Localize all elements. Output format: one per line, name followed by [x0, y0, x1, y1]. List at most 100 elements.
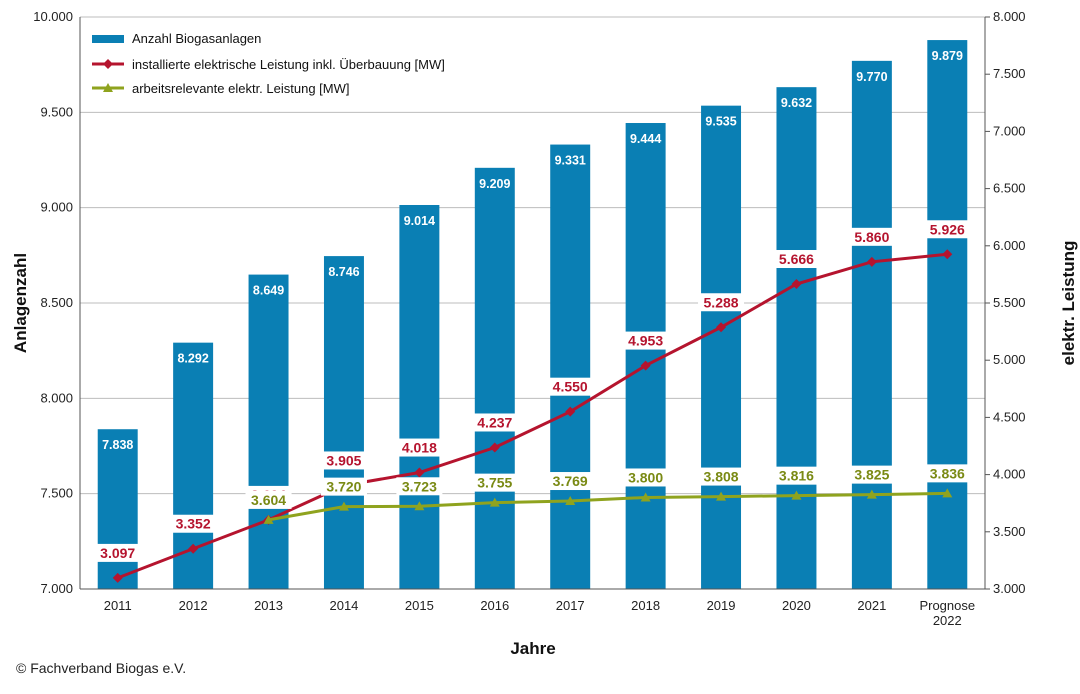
y2-axis-title: elektr. Leistung: [1059, 241, 1078, 366]
data-label-bg: [924, 464, 971, 483]
x-tick-label: Prognose 2022: [919, 598, 975, 628]
data-label: 3.097: [100, 545, 135, 561]
legend-label: installierte elektrische Leistung inkl. …: [132, 57, 445, 72]
y2-tick-label: 7.000: [993, 123, 1026, 138]
y-tick-label: 9.000: [40, 200, 73, 215]
data-point: [565, 406, 576, 417]
y-tick-label: 7.500: [40, 486, 73, 501]
bar: [927, 40, 968, 589]
data-label: 4.550: [553, 379, 588, 395]
bar: [248, 274, 289, 589]
lines: [112, 249, 953, 583]
x-tick-label: 2011: [104, 598, 132, 613]
y2-tick-label: 4.500: [993, 409, 1026, 424]
copyright-notice: © Fachverband Biogas e.V.: [16, 660, 187, 676]
bar: [474, 167, 515, 590]
bar-value-label: 8.649: [253, 284, 284, 298]
bar: [851, 60, 892, 589]
data-label-bg: [622, 468, 669, 487]
data-point: [414, 501, 425, 511]
data-label: 3.816: [779, 468, 814, 484]
data-point: [791, 279, 802, 290]
data-point: [640, 360, 651, 371]
y2-tick-label: 5.500: [993, 295, 1026, 310]
y2-tick-label: 3.000: [993, 581, 1026, 596]
x-tick-label: 2015: [405, 598, 434, 613]
bar: [399, 204, 440, 590]
x-tick-label: 2019: [707, 598, 736, 613]
data-label: 4.953: [628, 333, 663, 349]
data-label-bg: [773, 250, 820, 269]
bar-value-label: 9.535: [705, 115, 736, 129]
data-point: [565, 496, 576, 506]
data-label: 3.755: [477, 475, 512, 491]
y2-tick-label: 4.000: [993, 467, 1026, 482]
data-point: [716, 491, 727, 501]
legend-label: arbeitsrelevante elektr. Leistung [MW]: [132, 81, 350, 96]
x-tick-label: 2017: [556, 598, 585, 613]
bar: [776, 87, 817, 589]
x-tick-label: 2021: [857, 598, 886, 613]
data-label-bg: [94, 543, 141, 562]
bar-value-label: 8.746: [328, 265, 359, 279]
data-labels: 7.838 8.292 8.649 8.746 9.014 9.209 9.331 9.444…: [94, 49, 971, 562]
bar-value-label: 9.632: [781, 96, 812, 110]
data-label: 3.720: [326, 479, 361, 495]
bar: [97, 429, 138, 589]
data-point: [414, 467, 425, 478]
y2-tick-label: 3.500: [993, 524, 1026, 539]
bars: [97, 40, 968, 590]
x-tick-label: 2016: [480, 598, 509, 613]
bar-value-label: 9.879: [932, 49, 963, 63]
data-point: [866, 489, 877, 499]
data-label-bg: [471, 413, 518, 432]
data-point: [263, 514, 274, 524]
data-label-bg: [320, 451, 367, 470]
y-axis-title: Anlagenzahl: [11, 253, 30, 353]
data-label-bg: [245, 490, 292, 509]
data-label-bg: [320, 477, 367, 496]
data-label-bg: [547, 377, 594, 396]
legend-marker: [103, 59, 113, 69]
legend-marker: [103, 83, 113, 92]
legend: Anzahl Biogasanlagen installierte elektri…: [92, 31, 445, 96]
bar: [550, 144, 591, 589]
x-tick-label: 2014: [329, 598, 358, 613]
bar: [625, 123, 666, 589]
data-label: 4.018: [402, 440, 437, 456]
data-label-bg: [698, 467, 745, 486]
data-point: [716, 322, 727, 333]
data-label: 5.860: [854, 229, 889, 245]
data-label: 3.800: [628, 469, 663, 485]
y2-tick-label: 6.500: [993, 181, 1026, 196]
y-tick-label: 9.500: [40, 104, 73, 119]
data-point: [791, 490, 802, 500]
y2-tick-label: 7.500: [993, 66, 1026, 81]
data-label: 4.237: [477, 414, 512, 430]
data-label-bg: [698, 293, 745, 312]
x-axis-title: Jahre: [510, 639, 555, 658]
data-label: 3.604: [251, 492, 286, 508]
data-point: [338, 501, 349, 511]
data-point: [489, 497, 500, 507]
y-tick-label: 10.000: [33, 9, 73, 24]
data-label: 3.905: [326, 452, 361, 468]
data-label-bg: [396, 477, 443, 496]
data-label-bg: [547, 472, 594, 491]
bar-value-label: 8.292: [177, 352, 208, 366]
y-tick-label: 8.000: [40, 390, 73, 405]
bar: [323, 256, 364, 589]
x-tick-label: 2020: [782, 598, 811, 613]
bar-value-label: 9.770: [856, 70, 887, 84]
data-label-bg: [622, 331, 669, 350]
data-point: [942, 249, 953, 260]
data-label: 5.666: [779, 251, 814, 267]
data-label: 5.926: [930, 221, 965, 237]
data-point: [942, 488, 953, 498]
bar-value-label: 9.014: [404, 214, 435, 228]
bar-value-label: 7.838: [102, 438, 133, 452]
y2-tick-label: 8.000: [993, 9, 1026, 24]
data-label-bg: [396, 438, 443, 457]
x-tick-label: 2018: [631, 598, 660, 613]
